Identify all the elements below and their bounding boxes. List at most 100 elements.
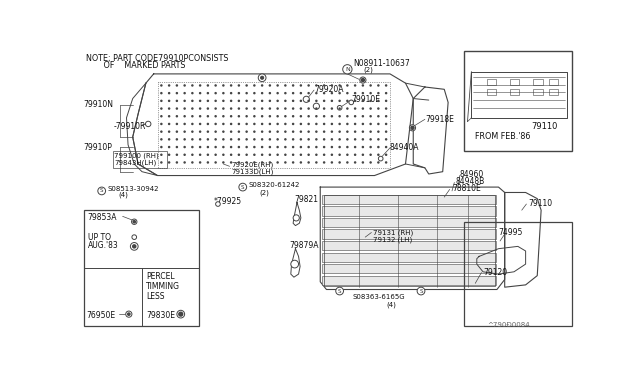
Circle shape xyxy=(168,93,170,94)
Circle shape xyxy=(292,93,294,94)
Circle shape xyxy=(215,93,216,94)
Circle shape xyxy=(370,131,371,132)
Text: 79133D(LH): 79133D(LH) xyxy=(231,169,273,175)
Circle shape xyxy=(246,85,247,86)
Circle shape xyxy=(347,139,348,140)
Circle shape xyxy=(184,116,185,117)
Text: 84940A: 84940A xyxy=(390,143,419,152)
Circle shape xyxy=(168,139,170,140)
Circle shape xyxy=(254,162,255,163)
Circle shape xyxy=(177,310,184,318)
Bar xyxy=(487,79,496,86)
Circle shape xyxy=(161,162,162,163)
Circle shape xyxy=(410,125,415,131)
Circle shape xyxy=(168,85,170,86)
Text: 79920A: 79920A xyxy=(314,85,344,94)
Circle shape xyxy=(339,162,340,163)
Circle shape xyxy=(292,100,294,102)
Circle shape xyxy=(300,139,301,140)
Circle shape xyxy=(285,93,286,94)
Circle shape xyxy=(161,139,162,140)
Circle shape xyxy=(238,100,239,102)
Circle shape xyxy=(269,100,271,102)
Circle shape xyxy=(277,162,278,163)
Circle shape xyxy=(161,108,162,109)
Text: 79110: 79110 xyxy=(528,199,552,208)
Circle shape xyxy=(132,219,137,224)
Circle shape xyxy=(269,147,271,148)
Circle shape xyxy=(259,74,266,81)
Text: PERCEL: PERCEL xyxy=(146,272,175,281)
Circle shape xyxy=(207,116,209,117)
Circle shape xyxy=(291,260,298,268)
Circle shape xyxy=(362,139,364,140)
Text: *79925: *79925 xyxy=(213,197,241,206)
Circle shape xyxy=(370,124,371,125)
Text: 79132 (LH): 79132 (LH) xyxy=(373,236,412,243)
Circle shape xyxy=(260,76,264,79)
Circle shape xyxy=(411,126,414,129)
Circle shape xyxy=(200,108,201,109)
Circle shape xyxy=(238,162,239,163)
Bar xyxy=(322,195,496,204)
Circle shape xyxy=(192,139,193,140)
Circle shape xyxy=(223,93,224,94)
Circle shape xyxy=(207,139,209,140)
Circle shape xyxy=(230,154,232,155)
Circle shape xyxy=(316,108,317,109)
Circle shape xyxy=(215,139,216,140)
Text: UP TO: UP TO xyxy=(88,233,111,242)
Circle shape xyxy=(308,116,309,117)
Circle shape xyxy=(349,100,353,105)
Circle shape xyxy=(385,93,387,94)
Circle shape xyxy=(347,93,348,94)
Text: (2): (2) xyxy=(260,189,269,196)
Circle shape xyxy=(192,116,193,117)
Circle shape xyxy=(370,100,371,102)
Bar xyxy=(322,218,496,227)
Circle shape xyxy=(246,124,247,125)
Bar xyxy=(463,222,572,326)
Text: 79120: 79120 xyxy=(483,268,507,277)
Circle shape xyxy=(308,85,309,86)
Circle shape xyxy=(308,93,309,94)
Circle shape xyxy=(316,100,317,102)
Circle shape xyxy=(254,147,255,148)
Circle shape xyxy=(336,287,344,295)
Circle shape xyxy=(246,100,247,102)
Circle shape xyxy=(207,154,209,155)
Circle shape xyxy=(168,154,170,155)
Circle shape xyxy=(239,183,246,191)
Circle shape xyxy=(269,131,271,132)
Circle shape xyxy=(246,93,247,94)
Circle shape xyxy=(300,93,301,94)
Circle shape xyxy=(238,154,239,155)
Circle shape xyxy=(246,116,247,117)
Circle shape xyxy=(200,100,201,102)
Circle shape xyxy=(269,162,271,163)
Circle shape xyxy=(300,85,301,86)
Circle shape xyxy=(347,131,348,132)
Bar xyxy=(322,230,496,239)
Circle shape xyxy=(254,154,255,155)
Circle shape xyxy=(370,93,371,94)
Text: 79879A: 79879A xyxy=(289,241,319,250)
Bar xyxy=(84,210,198,326)
Circle shape xyxy=(385,162,387,163)
Circle shape xyxy=(215,147,216,148)
Circle shape xyxy=(145,121,151,126)
Circle shape xyxy=(355,154,356,155)
Circle shape xyxy=(339,139,340,140)
Bar xyxy=(487,89,496,96)
Bar xyxy=(322,241,496,250)
Circle shape xyxy=(339,93,340,94)
Circle shape xyxy=(285,100,286,102)
Circle shape xyxy=(215,85,216,86)
Bar xyxy=(533,79,543,86)
Circle shape xyxy=(238,85,239,86)
Circle shape xyxy=(292,124,294,125)
Circle shape xyxy=(246,154,247,155)
Circle shape xyxy=(168,100,170,102)
Text: ^790Ð0084: ^790Ð0084 xyxy=(487,322,529,328)
Circle shape xyxy=(362,85,364,86)
